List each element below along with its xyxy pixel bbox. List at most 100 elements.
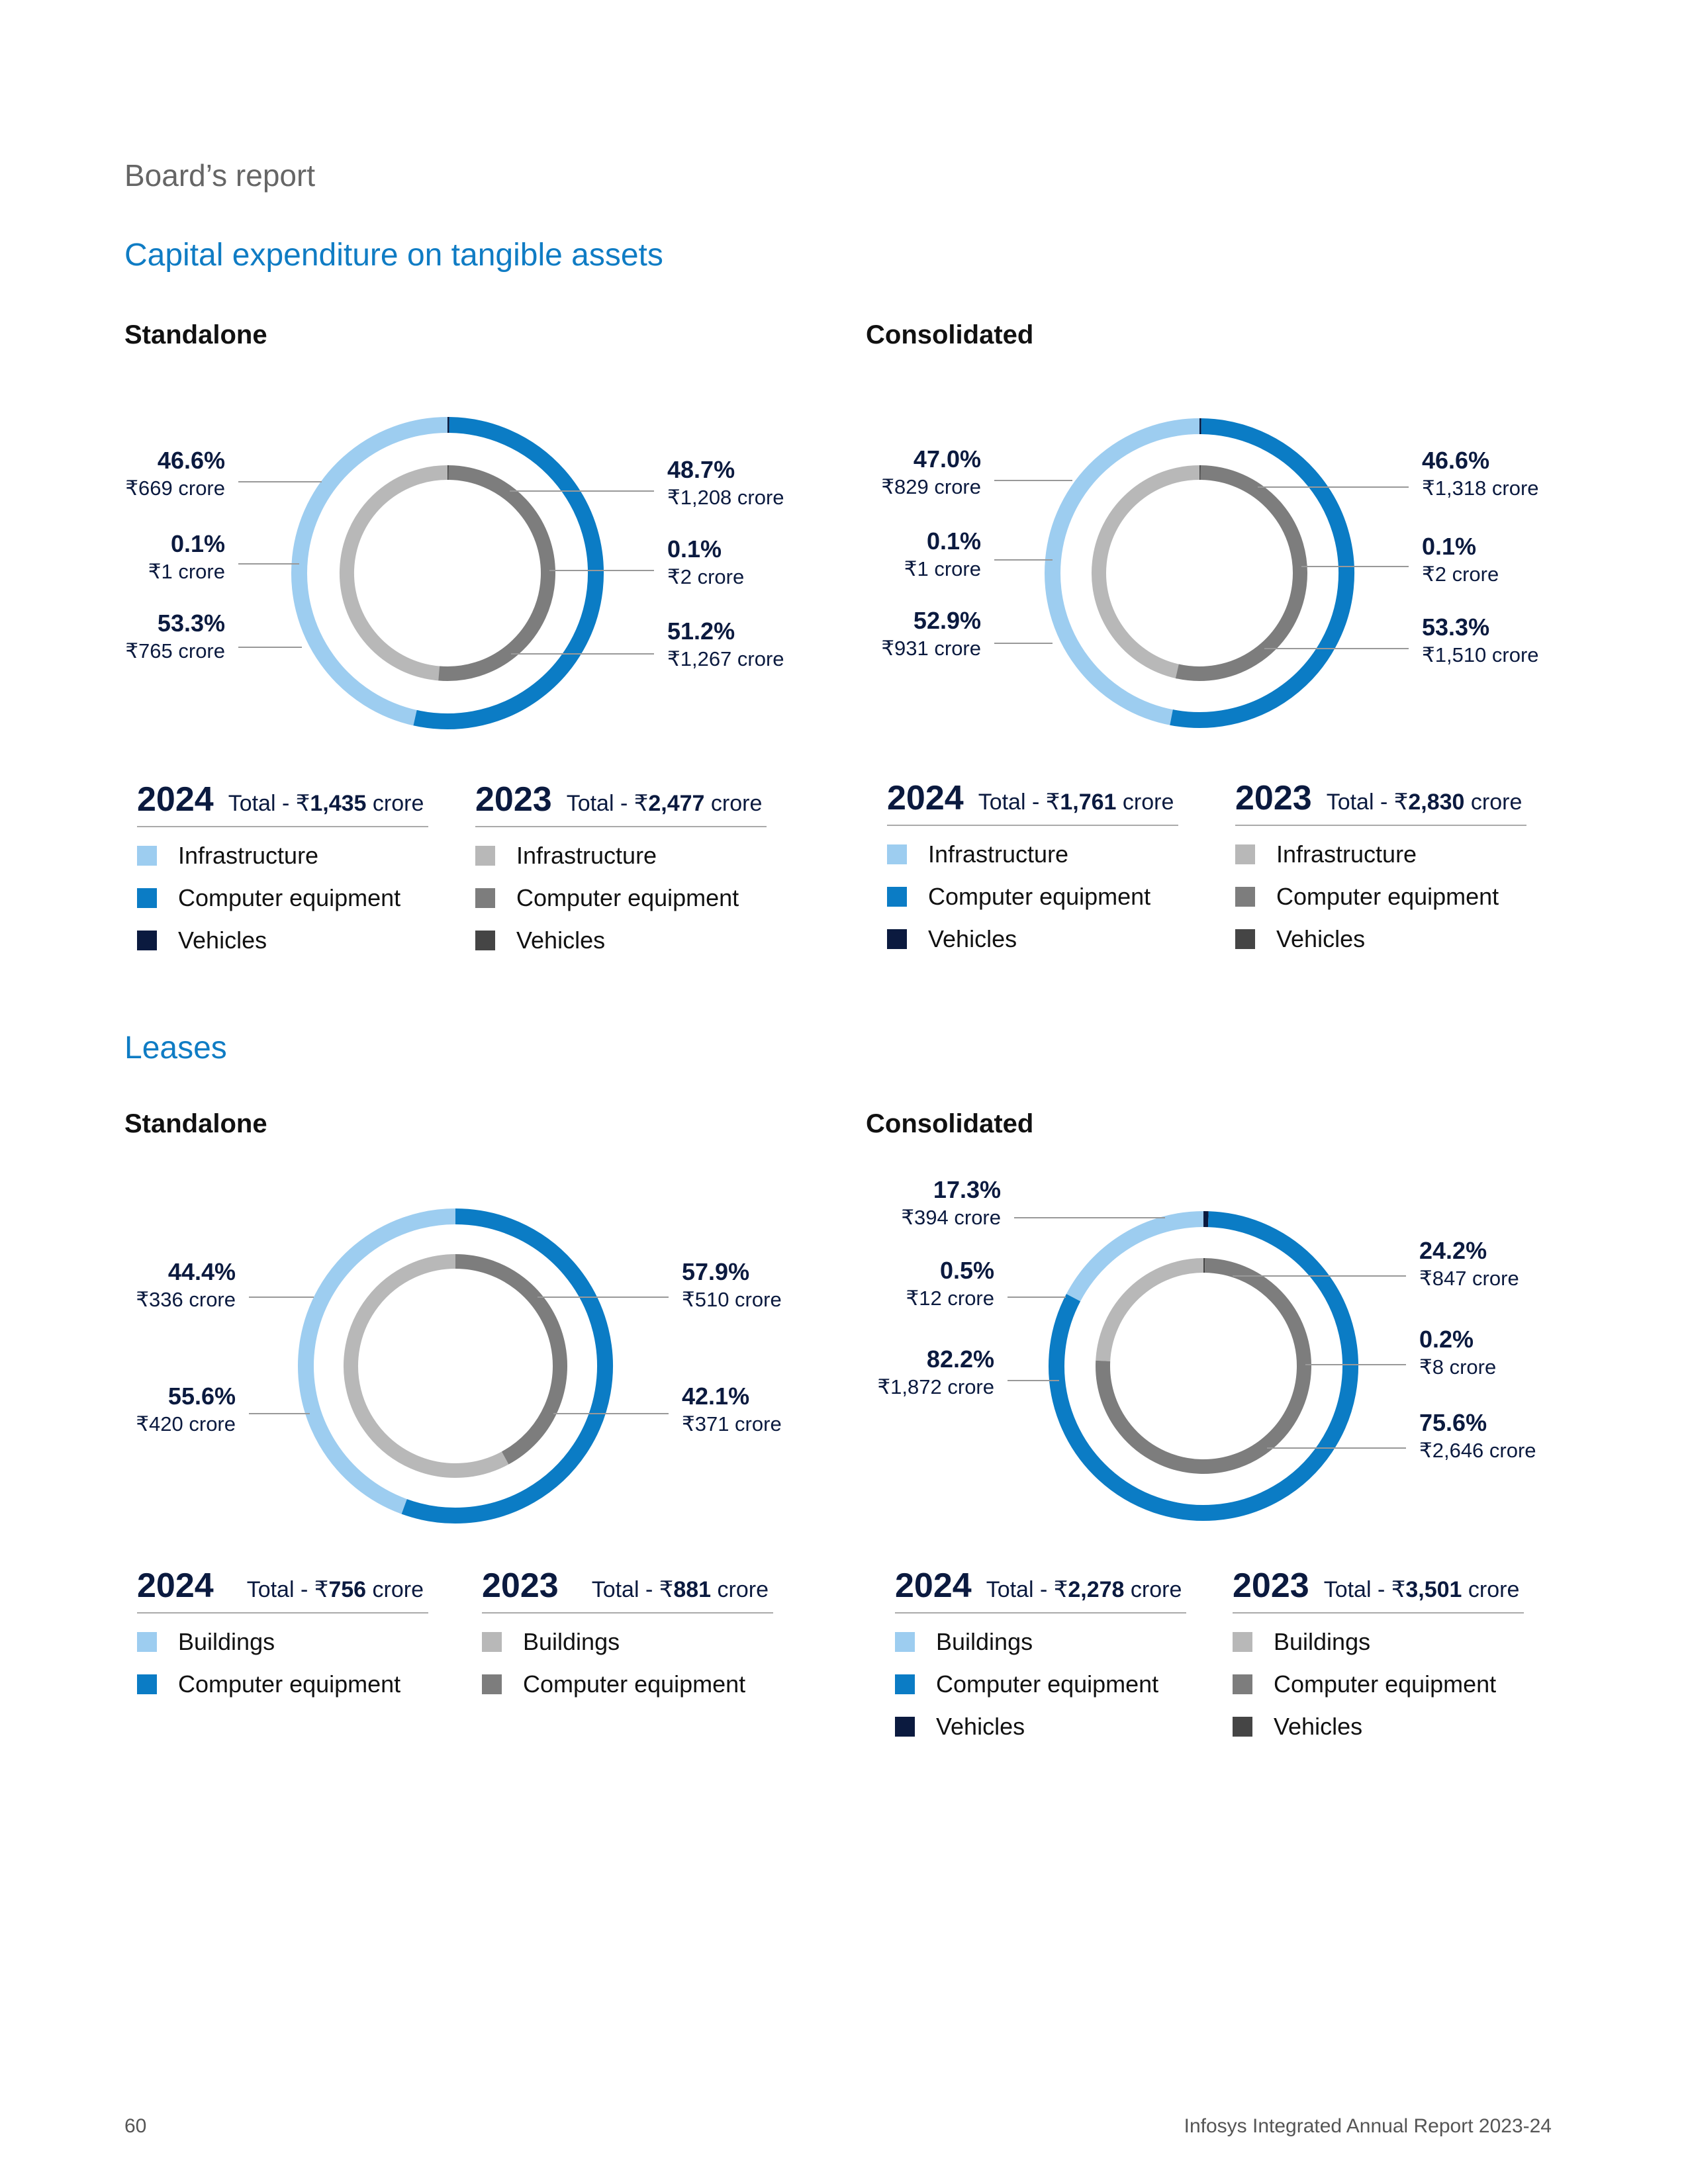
- section-title-capex: Capital expenditure on tangible assets: [124, 238, 663, 273]
- inner-ring-2023-label-percent: 53.3%: [1422, 614, 1489, 641]
- legend-total: Total - ₹2,477 crore: [566, 791, 763, 816]
- legend-item: Infrastructure: [475, 842, 767, 870]
- outer-ring-2024-label-percent: 0.1%: [171, 530, 225, 557]
- legend-item: Infrastructure: [887, 841, 1178, 868]
- outer-ring-2024-label-percent: 0.5%: [940, 1257, 994, 1284]
- legend-header: 2023 Total - ₹2,830 crore: [1235, 778, 1526, 826]
- swatch-infrastructure: [475, 846, 495, 866]
- legend-header: 2024 Total - ₹1,435 crore: [137, 780, 428, 827]
- legend-year: 2023: [1235, 779, 1312, 817]
- legend-item: Vehicles: [1233, 1713, 1524, 1741]
- outer-ring-2024-label-percent: 0.1%: [927, 527, 981, 555]
- legend-capex-standalone-2024: 2024 Total - ₹1,435 crore Infrastructure…: [137, 780, 428, 954]
- swatch-computer-equipment: [895, 1674, 915, 1694]
- outer-ring-2024-label-percent: 82.2%: [927, 1345, 994, 1373]
- outer-ring-2024-label-value: ₹336 crore: [136, 1288, 236, 1311]
- swatch-computer-equipment: [482, 1674, 502, 1694]
- outer-ring-2024-slice-computer-equipment: [1049, 1211, 1358, 1521]
- legend-header: 2023 Total - ₹881 crore: [482, 1566, 773, 1614]
- donut-chart-1: 46.6% ₹669 crore 0.1% ₹1 crore 53.3%₹765 cro…: [125, 417, 784, 729]
- inner-ring-2023-label-percent: 24.2%: [1419, 1237, 1487, 1264]
- donut-chart-4: 17.3% ₹394 crore 0.5% ₹12 crore 82.2%₹1,872 …: [877, 1176, 1536, 1521]
- outer-ring-2024-label-percent: 52.9%: [914, 607, 981, 634]
- legend-total: Total - ₹2,830 crore: [1326, 790, 1523, 815]
- inner-ring-2023-slice-computer-equipment: [1096, 1258, 1311, 1474]
- leases-consolidated-label: Consolidated: [866, 1109, 1034, 1138]
- legend-header: 2024 Total - ₹2,278 crore: [895, 1566, 1186, 1614]
- swatch-vehicles: [895, 1717, 915, 1737]
- inner-ring-2023-label-value: ₹847 crore: [1419, 1267, 1519, 1290]
- legend-leases-standalone-2023: 2023 Total - ₹881 crore Buildings Comput…: [482, 1566, 773, 1698]
- inner-ring-2023-label-value: ₹1,318 crore: [1422, 477, 1539, 500]
- legend-item: Computer equipment: [137, 884, 428, 912]
- legend-leases-consolidated-2023: 2023 Total - ₹3,501 crore Buildings Comp…: [1233, 1566, 1524, 1741]
- inner-ring-2023-slice-infrastructure: [339, 465, 448, 681]
- inner-ring-2023-label-percent: 0.1%: [1422, 533, 1476, 560]
- swatch-buildings: [482, 1632, 502, 1652]
- legend-total: Total - ₹1,435 crore: [228, 791, 424, 816]
- legend-item: Infrastructure: [1235, 841, 1526, 868]
- inner-ring-2023-label-value: ₹2,646 crore: [1419, 1439, 1536, 1462]
- outer-ring-2024-slice-buildings: [298, 1208, 456, 1514]
- outer-ring-2024-label-value: ₹829 crore: [881, 475, 981, 498]
- legend-year: 2023: [482, 1567, 559, 1605]
- swatch-computer-equipment: [137, 888, 157, 908]
- inner-ring-2023-label-percent: 0.2%: [1419, 1326, 1474, 1353]
- legend-capex-consolidated-2024: 2024 Total - ₹1,761 crore Infrastructure…: [887, 778, 1178, 953]
- outer-ring-2024-label-percent: 55.6%: [168, 1383, 236, 1410]
- legend-year: 2024: [137, 1567, 214, 1605]
- outer-ring-2024-label-value: ₹1 crore: [148, 560, 225, 583]
- swatch-vehicles: [137, 931, 157, 950]
- swatch-computer-equipment: [1235, 887, 1255, 907]
- swatch-vehicles: [887, 929, 907, 949]
- legend-leases-consolidated-2024: 2024 Total - ₹2,278 crore Buildings Comp…: [895, 1566, 1186, 1741]
- outer-ring-2024-slice-computer-equipment: [413, 417, 604, 729]
- legend-year: 2024: [895, 1567, 972, 1605]
- legend-item: Vehicles: [887, 925, 1178, 953]
- legend-item: Computer equipment: [895, 1670, 1186, 1698]
- legend-year: 2024: [887, 779, 964, 817]
- outer-ring-2024-label-percent: 44.4%: [168, 1258, 236, 1285]
- legend-leases-standalone-2024: 2024 Total - ₹756 crore Buildings Comput…: [137, 1566, 428, 1698]
- legend-total: Total - ₹3,501 crore: [1323, 1577, 1520, 1602]
- outer-ring-2024-label-value: ₹1 crore: [904, 557, 981, 580]
- running-header: Board’s report: [124, 158, 316, 193]
- outer-ring-2024-label-value: ₹12 crore: [906, 1287, 994, 1310]
- inner-ring-2023-slice-computer-equipment: [1175, 465, 1307, 681]
- inner-ring-2023-label-value: ₹1,510 crore: [1422, 643, 1539, 666]
- legend-year: 2023: [475, 780, 552, 819]
- inner-ring-2023-label-value: ₹2 crore: [667, 565, 744, 588]
- swatch-buildings: [895, 1632, 915, 1652]
- inner-ring-2023-label-percent: 51.2%: [667, 617, 735, 645]
- swatch-buildings: [1233, 1632, 1252, 1652]
- swatch-infrastructure: [1235, 844, 1255, 864]
- outer-ring-2024-label-value: ₹669 crore: [125, 477, 225, 500]
- swatch-infrastructure: [137, 846, 157, 866]
- legend-item: Computer equipment: [1233, 1670, 1524, 1698]
- outer-ring-2024-label-value: ₹420 crore: [136, 1412, 236, 1435]
- inner-ring-2023-label-percent: 57.9%: [682, 1258, 749, 1285]
- publication-title: Infosys Integrated Annual Report 2023-24: [1184, 2115, 1552, 2137]
- leases-standalone-label: Standalone: [124, 1109, 267, 1138]
- outer-ring-2024-label-value: ₹394 crore: [901, 1206, 1001, 1229]
- legend-item: Computer equipment: [887, 883, 1178, 911]
- outer-ring-2024-label-value: ₹765 crore: [125, 639, 225, 662]
- inner-ring-2023-label-percent: 42.1%: [682, 1383, 749, 1410]
- legend-item: Buildings: [1233, 1628, 1524, 1656]
- inner-ring-2023-label-percent: 75.6%: [1419, 1409, 1487, 1436]
- swatch-buildings: [137, 1632, 157, 1652]
- outer-ring-2024-slice-computer-equipment: [401, 1208, 613, 1524]
- legend-item: Vehicles: [475, 927, 767, 954]
- legend-item: Computer equipment: [475, 884, 767, 912]
- outer-ring-2024-label-percent: 53.3%: [158, 610, 225, 637]
- inner-ring-2023-slice-buildings: [344, 1254, 509, 1478]
- swatch-vehicles: [475, 931, 495, 950]
- outer-ring-2024-label-percent: 47.0%: [914, 445, 981, 473]
- legend-item: Buildings: [482, 1628, 773, 1656]
- swatch-vehicles: [1235, 929, 1255, 949]
- outer-ring-2024-label-value: ₹1,872 crore: [877, 1375, 994, 1398]
- page-number: 60: [124, 2115, 147, 2137]
- outer-ring-2024-slice-infrastructure: [291, 417, 448, 726]
